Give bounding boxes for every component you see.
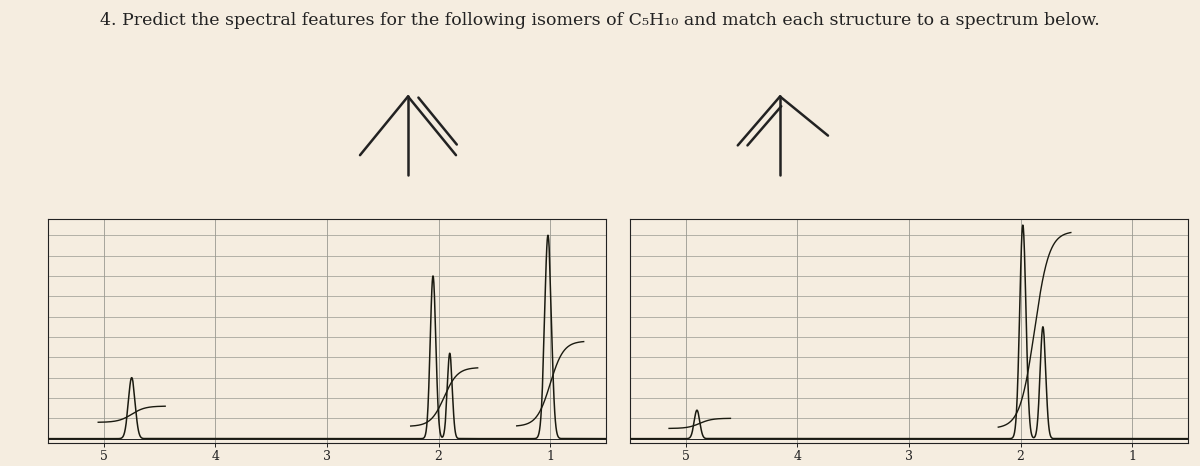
Text: 4. Predict the spectral features for the following isomers of C₅H₁₀ and match ea: 4. Predict the spectral features for the… <box>100 12 1100 28</box>
